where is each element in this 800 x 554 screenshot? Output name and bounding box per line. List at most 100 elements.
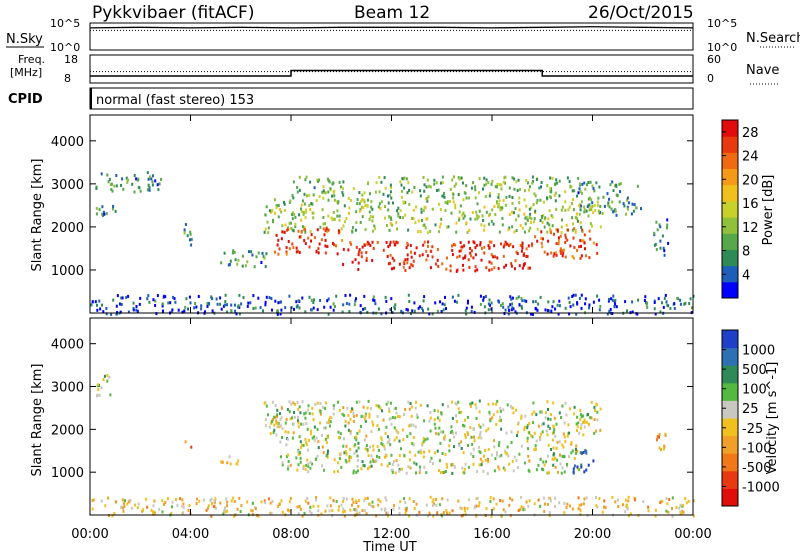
echo-cell — [102, 310, 105, 314]
echo-cell — [366, 448, 369, 452]
echo-cell — [578, 187, 581, 191]
beam-title: Beam 12 — [354, 3, 430, 23]
echo-cell — [98, 393, 101, 397]
echo-cell — [343, 413, 345, 417]
echo-cell — [515, 296, 518, 300]
echo-cell — [452, 192, 455, 196]
echo-cell — [337, 436, 340, 439]
echo-cell — [137, 502, 140, 506]
echo-cell — [505, 195, 508, 199]
echo-cell — [295, 246, 298, 250]
echo-cell — [526, 436, 529, 440]
echo-cell — [483, 205, 486, 209]
echo-cell — [509, 242, 512, 246]
echo-cell — [558, 411, 561, 415]
echo-cell — [397, 463, 400, 467]
echo-cell — [226, 310, 229, 314]
echo-cell — [340, 503, 343, 507]
echo-cell — [106, 173, 109, 177]
echo-cell — [571, 189, 574, 193]
echo-cell — [96, 303, 98, 307]
echo-cell — [541, 216, 544, 220]
echo-cell — [549, 499, 552, 503]
echo-cell — [436, 449, 439, 453]
echo-cell — [236, 462, 239, 466]
echo-cell — [234, 309, 237, 313]
echo-cell — [183, 228, 186, 232]
echo-cell — [579, 508, 582, 512]
echo-cell — [418, 465, 421, 469]
echo-cell — [657, 297, 660, 301]
echo-cell — [356, 202, 359, 206]
echo-cell — [417, 230, 420, 234]
echo-cell — [298, 235, 301, 239]
echo-cell — [102, 378, 105, 381]
echo-cell — [566, 502, 569, 506]
echo-cell — [305, 441, 308, 445]
echo-cell — [335, 500, 338, 503]
echo-cell — [563, 248, 565, 252]
echo-cell — [533, 192, 536, 196]
echo-cell — [528, 207, 531, 211]
echo-cell — [511, 302, 514, 306]
echo-cell — [552, 300, 555, 304]
echo-cell — [362, 206, 365, 210]
echo-cell — [295, 300, 298, 304]
echo-cell — [417, 306, 420, 310]
echo-cell — [321, 208, 324, 212]
echo-cell — [370, 205, 373, 209]
echo-cell — [504, 308, 507, 312]
echo-cell — [332, 404, 335, 408]
echo-cell — [629, 512, 632, 516]
echo-cell — [465, 312, 468, 316]
echo-cell — [313, 186, 316, 190]
echo-cell — [488, 260, 491, 264]
echo-cell — [483, 228, 486, 232]
echo-cell — [106, 379, 109, 383]
echo-cell — [271, 499, 274, 503]
echo-cell — [519, 507, 522, 511]
echo-cell — [533, 220, 535, 224]
echo-cell — [624, 510, 627, 514]
echo-cell — [595, 496, 598, 499]
echo-cell — [580, 200, 583, 204]
echo-cell — [458, 218, 461, 222]
echo-cell — [391, 462, 394, 466]
echo-cell — [436, 189, 438, 192]
echo-cell — [347, 196, 350, 200]
echo-cell — [504, 451, 507, 455]
echo-cell — [518, 264, 521, 268]
echo-cell — [598, 298, 601, 302]
echo-cell — [416, 413, 419, 417]
echo-cell — [226, 500, 229, 504]
echo-cell — [683, 302, 686, 306]
echo-cell — [389, 221, 392, 225]
echo-cell — [345, 460, 348, 464]
echo-cell — [374, 227, 377, 231]
echo-cell — [557, 470, 559, 474]
echo-cell — [232, 249, 235, 253]
echo-cell — [415, 246, 418, 250]
echo-cell — [384, 186, 387, 190]
echo-cell — [301, 514, 304, 518]
echo-cell — [355, 435, 358, 439]
echo-cell — [584, 302, 587, 306]
echo-cell — [400, 309, 403, 313]
echo-cell — [489, 419, 492, 423]
echo-cell — [316, 427, 319, 431]
echo-cell — [452, 431, 455, 435]
echo-cell — [344, 424, 347, 428]
echo-cell — [463, 467, 466, 471]
echo-cell — [511, 210, 513, 214]
echo-cell — [547, 239, 550, 243]
echo-cell — [161, 304, 164, 308]
echo-cell — [176, 503, 179, 507]
echo-cell — [309, 230, 312, 234]
echo-cell — [610, 297, 613, 301]
echo-cell — [306, 427, 309, 431]
echo-cell — [429, 429, 432, 433]
echo-cell — [358, 511, 361, 515]
echo-cell — [341, 239, 344, 242]
echo-cell — [488, 246, 491, 250]
